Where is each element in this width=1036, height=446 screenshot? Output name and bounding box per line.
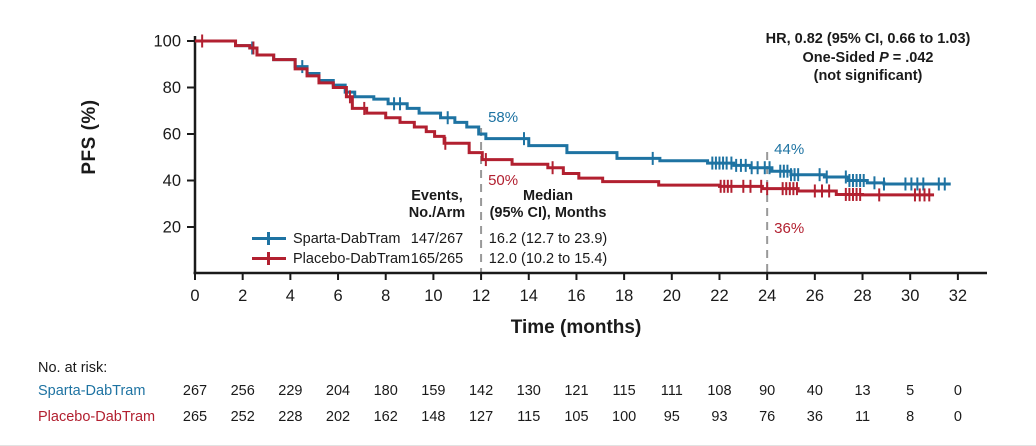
x-tick-label: 2 — [238, 287, 247, 305]
risk-count: 148 — [421, 409, 446, 425]
hr-annotation-line2: One-Sided P = .042 — [802, 49, 934, 66]
placebo-dabtram-landmark-12mo: 50% — [488, 171, 519, 189]
risk-count: 228 — [278, 409, 303, 425]
sparta-dabtram-censor-marks — [251, 41, 946, 191]
x-tick-label: 8 — [381, 287, 390, 305]
y-tick-label: 20 — [163, 219, 181, 237]
risk-count: 76 — [759, 409, 776, 425]
risk-count: 90 — [759, 383, 776, 399]
x-tick-label: 22 — [710, 287, 728, 305]
risk-count: 11 — [854, 409, 871, 425]
risk-count: 108 — [707, 383, 732, 399]
risk-count: 111 — [660, 383, 683, 399]
risk-count: 5 — [906, 383, 915, 399]
risk-count: 180 — [373, 383, 398, 399]
risk-count: 93 — [711, 409, 728, 425]
y-tick-label: 40 — [163, 172, 181, 190]
risk-count: 229 — [278, 383, 303, 399]
placebo-legend-label: Placebo-DabTram — [293, 251, 411, 267]
risk-count: 256 — [230, 383, 255, 399]
risk-count: 0 — [953, 409, 962, 425]
sparta-legend-marker-tick — [267, 232, 270, 245]
risk-count: 105 — [564, 409, 589, 425]
hr-annotation-line3: (not significant) — [813, 68, 923, 84]
x-tick-label: 24 — [758, 287, 776, 305]
x-tick-label: 12 — [472, 287, 490, 305]
x-tick-label: 0 — [190, 287, 199, 305]
risk-count: 115 — [517, 409, 541, 425]
risk-count: 8 — [906, 409, 915, 425]
placebo-dabtram-censor-marks — [201, 34, 931, 202]
risk-count: 121 — [564, 383, 589, 399]
x-tick-label: 20 — [663, 287, 681, 305]
x-tick-label: 6 — [333, 287, 342, 305]
risk-count: 130 — [516, 383, 541, 399]
x-tick-label: 16 — [567, 287, 585, 305]
risk-count: 127 — [468, 409, 494, 425]
placebo-events-value: 165/265 — [410, 251, 464, 267]
risk-count: 265 — [182, 409, 208, 425]
x-tick-label: 14 — [520, 287, 538, 305]
risk-count: 13 — [854, 383, 871, 399]
sparta-legend-label: Sparta-DabTram — [293, 231, 401, 247]
risk-row-label-placebo: Placebo-DabTram — [38, 409, 156, 425]
placebo-legend-marker-tick — [267, 252, 270, 265]
x-tick-label: 18 — [615, 287, 633, 305]
placebo-median-value: 12.0 (10.2 to 15.4) — [488, 251, 608, 267]
x-tick-label: 4 — [286, 287, 295, 305]
legend-median-header: Median (95% CI), Months — [489, 188, 607, 221]
sparta-events-value: 147/267 — [410, 231, 464, 247]
risk-count: 202 — [325, 409, 351, 425]
risk-count: 95 — [663, 409, 680, 425]
risk-count: 204 — [325, 383, 351, 399]
sparta-dabtram-landmark-12mo: 58% — [488, 108, 519, 126]
placebo-dabtram-landmark-24mo: 36% — [774, 219, 805, 237]
x-tick-label: 10 — [424, 287, 442, 305]
risk-count: 267 — [182, 383, 208, 399]
x-axis-title: Time (months) — [510, 317, 642, 338]
risk-count: 162 — [373, 409, 398, 425]
placebo-dabtram-curve — [195, 39, 935, 197]
sparta-dabtram-curve — [195, 39, 951, 186]
hr-annotation: HR, 0.82 (95% CI, 0.66 to 1.03) One-Side… — [718, 30, 1018, 86]
sparta-legend-marker — [252, 232, 286, 245]
risk-count: 159 — [421, 383, 446, 399]
hr-annotation-line1: HR, 0.82 (95% CI, 0.66 to 1.03) — [765, 31, 971, 47]
x-tick-label: 32 — [949, 287, 967, 305]
x-tick-label: 26 — [806, 287, 824, 305]
placebo-legend-marker — [252, 252, 286, 265]
risk-count: 252 — [230, 409, 255, 425]
risk-table-title: No. at risk: — [38, 360, 108, 376]
x-tick-label: 30 — [901, 287, 919, 305]
sparta-median-value: 16.2 (12.7 to 23.9) — [488, 231, 608, 247]
risk-row-label-sparta: Sparta-DabTram — [38, 383, 146, 399]
risk-count: 40 — [806, 383, 823, 399]
y-tick-label: 80 — [163, 79, 181, 97]
y-axis-title: PFS (%) — [79, 99, 100, 175]
risk-count: 0 — [953, 383, 962, 399]
y-tick-label: 60 — [163, 126, 181, 144]
risk-count: 142 — [468, 383, 494, 399]
y-tick-label: 100 — [153, 33, 181, 51]
sparta-dabtram-landmark-24mo: 44% — [774, 141, 805, 159]
risk-count: 115 — [612, 383, 636, 399]
p-symbol: P — [879, 49, 889, 66]
risk-count: 100 — [612, 409, 637, 425]
risk-count: 36 — [806, 409, 823, 425]
x-tick-label: 28 — [853, 287, 871, 305]
legend-events-header: Events, No./Arm — [408, 188, 466, 221]
